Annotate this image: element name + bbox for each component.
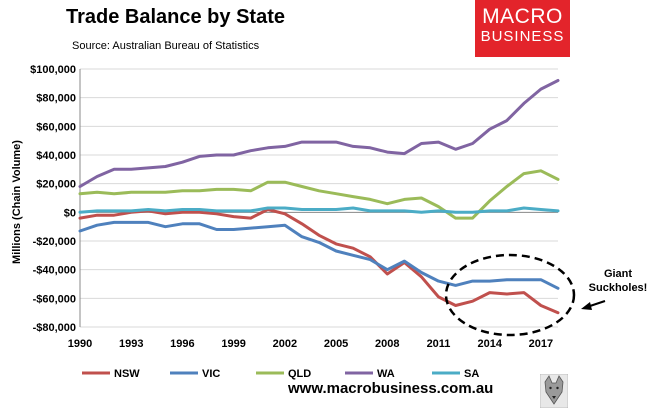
y-tick-label: -$40,000 — [33, 265, 76, 277]
brand-logo: MACRO BUSINESS — [475, 0, 570, 57]
x-tick-label: 1996 — [170, 338, 194, 350]
x-tick-label: 2002 — [273, 338, 297, 350]
y-tick-label: $20,000 — [36, 179, 76, 191]
legend-label-wa: WA — [377, 368, 395, 380]
brand-line-2: BUSINESS — [480, 28, 565, 45]
series-line-sa — [78, 206, 560, 214]
highlight-ellipse — [444, 253, 576, 337]
series-line-nsw — [78, 208, 560, 315]
annotation-line-1: Giant — [603, 268, 633, 280]
wolf-logo-icon — [540, 374, 568, 408]
legend-label-qld: QLD — [288, 368, 311, 380]
x-tick-label: 1999 — [221, 338, 245, 350]
brand-line-1: MACRO — [482, 5, 563, 28]
y-tick-label: $40,000 — [36, 150, 76, 162]
x-tick-label: 1990 — [68, 338, 92, 350]
footer-url: www.macrobusiness.com.au — [288, 380, 494, 397]
y-tick-label: $0 — [64, 207, 76, 219]
arrow — [581, 300, 606, 310]
series-line-wa — [78, 79, 560, 188]
series-line-vic — [78, 220, 560, 290]
legend-label-nsw: NSW — [114, 368, 140, 380]
chart-source: Source: Australian Bureau of Statistics — [72, 40, 260, 52]
legend-label-vic: VIC — [202, 368, 220, 380]
y-tick-label: -$80,000 — [33, 322, 76, 334]
x-tick-label: 2017 — [529, 338, 553, 350]
x-tick-label: 2008 — [375, 338, 399, 350]
y-tick-label: $100,000 — [30, 64, 76, 76]
y-tick-label: $60,000 — [36, 121, 76, 133]
x-tick-label: 2011 — [427, 338, 451, 350]
annotation-line-2: Suckholes! — [588, 282, 648, 294]
x-tick-label: 2005 — [324, 338, 348, 350]
chart-title: Trade Balance by State — [66, 6, 285, 28]
x-tick-label: 1993 — [119, 338, 143, 350]
y-tick-label: -$20,000 — [33, 236, 76, 248]
legend-label-sa: SA — [464, 368, 479, 380]
x-tick-label: 2014 — [477, 338, 502, 350]
y-tick-label: -$60,000 — [33, 293, 76, 305]
y-tick-label: $80,000 — [36, 93, 76, 105]
